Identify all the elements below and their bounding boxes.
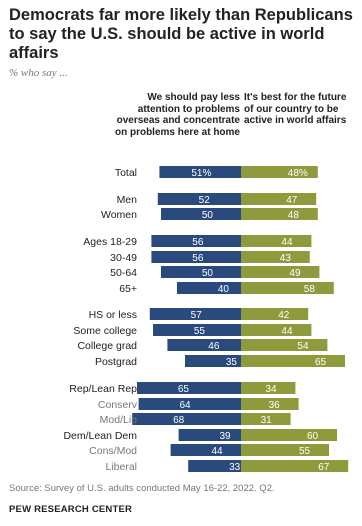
bar-right (241, 382, 296, 394)
value-label-right: 48% (288, 168, 308, 179)
bar-right (241, 460, 349, 472)
bar-left (167, 339, 241, 351)
value-label-right: 48 (288, 210, 300, 221)
bar-left (151, 235, 241, 247)
bar-left (178, 429, 241, 441)
value-label-left: 39 (219, 431, 231, 442)
value-label-right: 47 (286, 195, 298, 206)
category-label: Some college (73, 325, 137, 337)
bar-left (137, 382, 241, 394)
bar-left (157, 193, 241, 205)
bar-right (241, 282, 334, 294)
bar-right (241, 355, 345, 367)
legend-left-series: We should pay less attention to problems… (114, 92, 240, 138)
value-label-left: 44 (211, 446, 223, 457)
category-label: 65+ (119, 283, 137, 295)
category-label: Rep/Lean Rep (69, 383, 137, 395)
bar-right (241, 251, 310, 263)
category-label: College grad (77, 340, 137, 352)
bar-right (241, 235, 312, 247)
brand-footer: PEW RESEARCH CENTER (9, 504, 133, 515)
bar-right (241, 429, 337, 441)
value-label-left: 40 (218, 284, 230, 295)
source-note: Source: Survey of U.S. adults conducted … (9, 483, 275, 494)
bar-left (185, 355, 241, 367)
value-label-right: 67 (318, 462, 330, 473)
value-label-left: 46 (208, 341, 220, 352)
value-label-right: 55 (299, 446, 311, 457)
category-label: Cons/Mod (89, 445, 137, 457)
bar-right (241, 266, 320, 278)
category-label: Dem/Lean Dem (63, 430, 137, 442)
category-label: 30-49 (110, 252, 137, 264)
bar-left (138, 398, 241, 410)
value-label-left: 56 (192, 253, 204, 264)
category-label: Liberal (105, 461, 137, 473)
category-label: Women (101, 209, 137, 221)
value-label-left: 33 (229, 462, 241, 473)
value-label-left: 52 (199, 195, 211, 206)
value-label-right: 42 (278, 310, 290, 321)
value-label-right: 31 (261, 415, 273, 426)
bar-right (241, 444, 329, 456)
category-label: Ages 18-29 (83, 236, 137, 248)
value-label-right: 58 (304, 284, 316, 295)
value-label-left: 50 (202, 268, 214, 279)
value-label-left: 65 (178, 384, 190, 395)
value-label-right: 54 (297, 341, 309, 352)
bar-left (149, 308, 241, 320)
legend-right-series: It's best for the future of our country … (244, 92, 347, 126)
bar-left (159, 166, 241, 178)
value-label-right: 65 (315, 357, 327, 368)
value-label-left: 68 (173, 415, 185, 426)
value-label-left: 35 (226, 357, 238, 368)
category-label: Total (115, 167, 137, 179)
bar-left (161, 266, 241, 278)
category-label: Mod/Lib (100, 414, 138, 426)
category-label: HS or less (89, 309, 137, 321)
value-label-left: 64 (179, 400, 191, 411)
value-label-right: 44 (281, 326, 293, 337)
value-label-right: 43 (280, 253, 292, 264)
value-label-right: 49 (289, 268, 301, 279)
bar-left (170, 444, 241, 456)
bar-left (177, 282, 241, 294)
value-label-right: 36 (269, 400, 281, 411)
category-label: Men (117, 194, 138, 206)
bar-right (241, 308, 309, 320)
value-label-right: 34 (265, 384, 277, 395)
bar-right (241, 324, 312, 336)
bar-left (188, 460, 241, 472)
category-label: 50-64 (110, 267, 137, 279)
category-label: Conserv (98, 399, 138, 411)
value-label-left: 56 (192, 237, 204, 248)
chart-subtitle: % who say ... (9, 67, 68, 79)
bar-left (161, 208, 241, 220)
bar-right (241, 208, 318, 220)
bar-right (241, 339, 328, 351)
value-label-right: 60 (307, 431, 319, 442)
bar-right (241, 193, 317, 205)
bar-left (151, 251, 241, 263)
bar-right (241, 398, 299, 410)
value-label-right: 44 (281, 237, 293, 248)
category-label: Postgrad (95, 356, 137, 368)
bar-right (241, 166, 318, 178)
chart-title: Democrats far more likely than Republica… (9, 6, 353, 62)
value-label-left: 57 (191, 310, 203, 321)
bar-left (153, 324, 241, 336)
value-label-left: 55 (194, 326, 206, 337)
value-label-left: 51% (191, 168, 211, 179)
bar-left (132, 413, 241, 425)
bar-right (241, 413, 291, 425)
value-label-left: 50 (202, 210, 214, 221)
